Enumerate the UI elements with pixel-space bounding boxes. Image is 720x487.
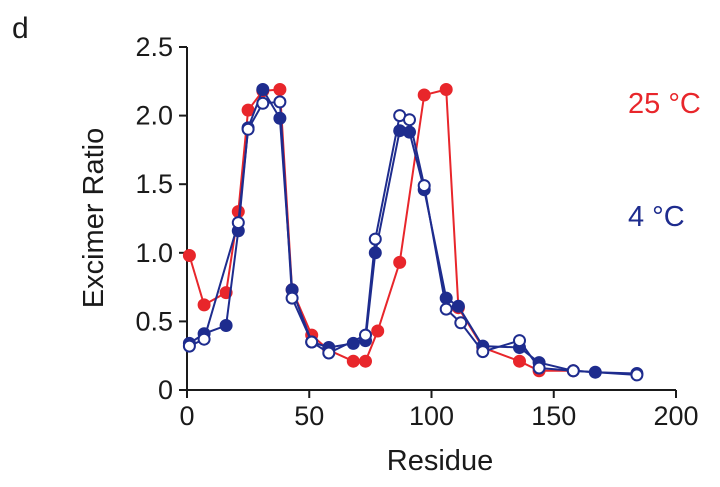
data-point bbox=[197, 298, 211, 312]
data-point bbox=[566, 364, 580, 378]
data-point bbox=[439, 291, 453, 305]
y-tick-label: 0 bbox=[158, 375, 173, 405]
data-point bbox=[256, 96, 270, 110]
data-point bbox=[368, 232, 382, 246]
legend-25c: 25 °C bbox=[628, 88, 701, 120]
data-point bbox=[231, 216, 245, 230]
series-layer bbox=[182, 83, 644, 382]
x-ticks: 0 50 100 150 200 bbox=[179, 390, 699, 431]
y-tick-label: 1.5 bbox=[135, 169, 173, 199]
data-point bbox=[454, 316, 468, 330]
data-point bbox=[305, 335, 319, 349]
data-point bbox=[439, 83, 453, 96]
data-point bbox=[359, 354, 372, 368]
data-point bbox=[346, 354, 360, 368]
data-point bbox=[417, 179, 431, 193]
data-point bbox=[182, 339, 196, 353]
data-point bbox=[285, 291, 299, 305]
data-point bbox=[532, 361, 546, 375]
data-point bbox=[439, 302, 453, 316]
y-tick-label: 1.0 bbox=[135, 238, 173, 268]
x-axis-title: Residue bbox=[387, 445, 493, 477]
data-point bbox=[630, 368, 644, 382]
y-ticks: 0 0.5 1.0 1.5 2.0 2.5 bbox=[135, 32, 187, 405]
data-point bbox=[273, 83, 287, 96]
data-point bbox=[273, 95, 287, 109]
data-point bbox=[219, 319, 233, 332]
x-tick-label: 50 bbox=[294, 401, 324, 431]
y-axis-title: Excimer Ratio bbox=[78, 128, 110, 309]
x-tick-label: 200 bbox=[653, 401, 698, 431]
x-tick-label: 0 bbox=[179, 401, 194, 431]
data-point bbox=[241, 122, 255, 136]
data-point bbox=[513, 354, 526, 368]
series-4-c-open bbox=[182, 95, 644, 382]
data-point bbox=[197, 332, 211, 346]
x-tick-label: 150 bbox=[531, 401, 576, 431]
data-point bbox=[476, 345, 490, 359]
data-point bbox=[322, 346, 336, 360]
data-point bbox=[451, 299, 465, 313]
data-point bbox=[513, 334, 526, 348]
y-tick-label: 2.5 bbox=[135, 32, 173, 62]
data-point bbox=[371, 324, 385, 338]
data-point bbox=[403, 113, 416, 127]
x-tick-label: 100 bbox=[409, 401, 454, 431]
y-tick-label: 2.0 bbox=[135, 101, 173, 131]
data-point bbox=[359, 328, 372, 342]
data-point bbox=[417, 88, 431, 102]
panel-label: d bbox=[12, 12, 29, 45]
data-point bbox=[256, 83, 270, 96]
data-point bbox=[393, 255, 407, 269]
y-tick-label: 0.5 bbox=[135, 306, 173, 336]
data-point bbox=[182, 249, 196, 262]
legend-4c: 4 °C bbox=[628, 201, 685, 233]
